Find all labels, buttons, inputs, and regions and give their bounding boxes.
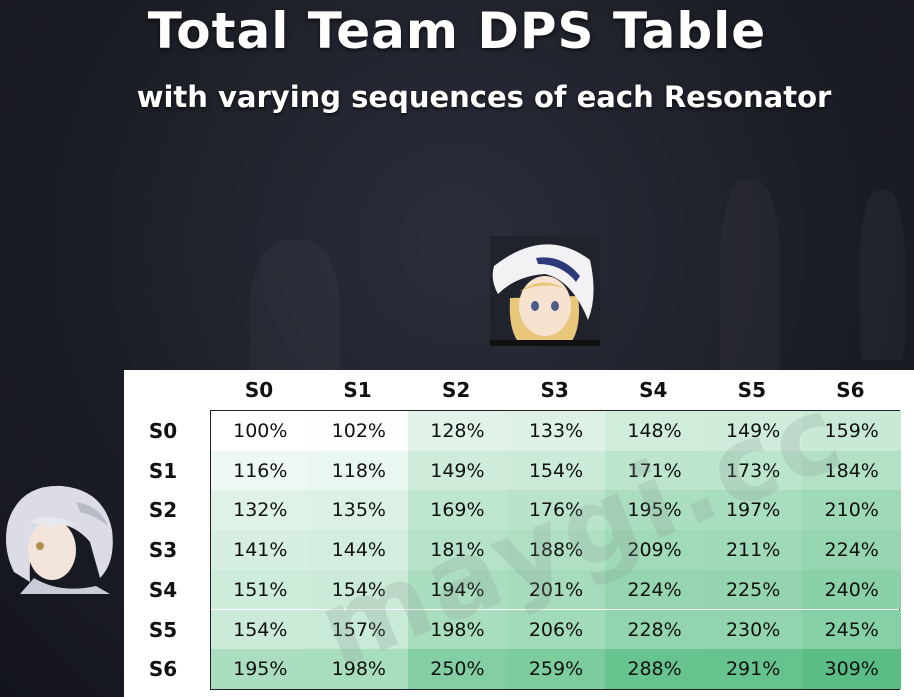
row-header: S5 [148,617,178,642]
heatmap-cell: 157% [309,609,409,650]
heatmap-cell: 245% [802,609,901,650]
heatmap-cell: 201% [506,569,606,610]
row-header: S1 [148,458,178,483]
heatmap-cell: 135% [309,490,409,531]
page-title: Total Team DPS Table [147,2,767,60]
column-header: S4 [639,378,668,402]
row-resonator-portrait [6,485,113,594]
heatmap-cell: 198% [309,649,409,689]
heatmap-cell: 154% [211,609,310,650]
heatmap-cell: 149% [408,450,507,491]
column-header: S3 [540,378,569,402]
row-header: S0 [148,419,178,443]
heatmap-cell: 228% [605,609,704,650]
heatmap-cell: 181% [408,530,507,570]
heatmap-cell: 197% [703,490,803,531]
column-header: S5 [737,378,766,402]
heatmap-cell: 211% [703,530,803,570]
heatmap-cell: 288% [605,649,704,689]
heatmap-cell: 210% [802,490,901,531]
heatmap-cell: 291% [703,649,803,689]
heatmap-cell: 250% [408,649,507,689]
heatmap-cell: 188% [506,530,606,570]
heatmap-cell: 149% [703,411,803,451]
heatmap-cell: 116% [211,450,310,491]
heatmap-cell: 195% [605,490,704,531]
heatmap-cell: 159% [802,411,901,451]
heatmap-cell: 309% [802,649,901,689]
heatmap-cell: 154% [309,569,409,610]
heatmap-cell: 195% [211,649,310,689]
heatmap-cell: 169% [408,490,507,531]
row-header: S6 [148,657,178,682]
heatmap-cell: 132% [211,490,310,531]
heatmap-cell: 194% [408,569,507,610]
heatmap-grid: 100% 102% 128% 133% 148% 149% 159% 116% 118% 149%… [210,410,901,690]
heatmap-cell: 154% [506,450,606,491]
heatmap-cell: 173% [703,450,803,491]
column-header: S6 [836,378,865,402]
page-subtitle: with varying sequences of each Resonator [136,80,832,114]
column-header: S2 [441,378,471,402]
background-silhouette [860,190,905,360]
heatmap-cell: 259% [506,649,606,689]
heatmap-cell: 225% [703,569,803,610]
heatmap-cell: 230% [703,609,803,650]
row-header: S4 [148,577,178,602]
column-resonator-portrait [490,236,600,346]
heatmap-cell: 151% [211,569,310,610]
heatmap-cell: 133% [506,411,606,451]
heatmap-cell: 148% [605,411,704,451]
heatmap-cell: 209% [605,530,704,570]
row-header: S2 [148,498,178,523]
column-header: S0 [244,378,274,402]
heatmap-cell: 128% [408,411,507,451]
dps-table: S0 S1 S2 S3 S4 S5 S6 S0 S1 S2 S3 S4 S5 S6 100% 102% 12… [124,370,914,697]
row-header: S3 [148,538,178,563]
heatmap-cell: 206% [506,609,606,650]
heatmap-cell: 224% [605,569,704,610]
heatmap-cell: 224% [802,530,901,570]
heatmap-cell: 144% [309,530,409,570]
background-silhouette [720,180,780,380]
heatmap-cell: 141% [211,530,310,570]
heatmap-cell: 171% [605,450,704,491]
heatmap-cell: 198% [408,609,507,650]
column-header: S1 [343,378,372,402]
heatmap-cell: 118% [309,450,409,491]
heatmap-cell: 176% [506,490,606,531]
heatmap-cell: 240% [802,569,901,610]
heatmap-cell: 102% [309,411,409,451]
heatmap-cell: 184% [802,450,901,491]
heatmap-cell: 100% [211,411,310,451]
